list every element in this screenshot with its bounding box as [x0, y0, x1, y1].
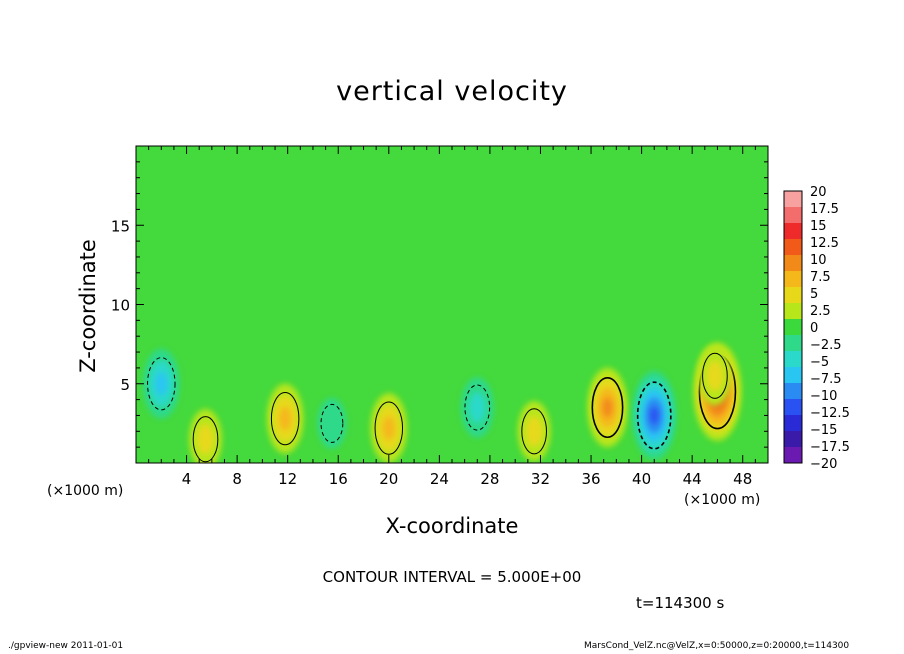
field-feature-10-level-2: [706, 360, 724, 391]
colorbar-label-1: 17.5: [810, 202, 839, 217]
colorbar-cell-4: [784, 255, 802, 271]
contour-line-2: [270, 391, 300, 446]
colorbar-cell-11: [784, 367, 802, 383]
contour-line-1: [147, 357, 176, 411]
x-tick-label-0: 4: [182, 470, 192, 488]
colorbar-label-14: −15: [810, 423, 837, 438]
colorbar-cell-10: [784, 351, 802, 367]
colorbar-label-16: −20: [810, 457, 837, 472]
x-tick-label-8: 36: [581, 470, 600, 488]
colorbar-label-15: −17.5: [810, 440, 850, 455]
colorbar-label-13: −12.5: [810, 406, 850, 421]
x-tick-label-11: 48: [733, 470, 752, 488]
x-tick-label-3: 16: [329, 470, 348, 488]
field-feature-0-level-2: [197, 424, 214, 455]
field-feature-7-level-4: [602, 397, 613, 418]
y-axis-label: Z-coordinate: [76, 239, 100, 373]
colorbar-label-4: 10: [810, 253, 827, 268]
colorbar: 20 17.5 15 12.5 10 7.5 5 2.5 0 −2.5 −5 −7.5 −10 −12.5…: [783, 185, 850, 472]
time-label: t=114300 s: [636, 594, 725, 612]
colorbar-cell-16: [784, 447, 802, 463]
colorbar-cell-14: [784, 415, 802, 431]
contour-interval-label: CONTOUR INTERVAL = 5.000E+00: [0, 568, 904, 586]
colorbar-frame: [783, 190, 803, 464]
contour-line-5: [464, 384, 491, 431]
footer-source: MarsCond_VelZ.nc@VelZ,x=0:50000,z=0:2000…: [584, 641, 850, 651]
colorbar-cell-12: [784, 383, 802, 399]
footer-program-date: ./gpview-new 2011-01-01: [8, 641, 124, 651]
x-tick-label-1: 8: [232, 470, 242, 488]
colorbar-label-11: −7.5: [810, 372, 842, 387]
colorbar-cell-2: [784, 223, 802, 239]
x-unit-label-left: (×1000 m): [47, 483, 124, 499]
field-feature-1-level-3: [155, 372, 168, 396]
colorbar-label-8: 0: [810, 321, 818, 336]
field-feature-4-level-3: [382, 416, 395, 440]
y-tick-label-2: 15: [111, 217, 130, 235]
field-feature-8-level-5: [649, 406, 659, 425]
colorbar-cell-9: [784, 335, 802, 351]
colorbar-cell-8: [784, 319, 802, 335]
x-tick-label-9: 40: [632, 470, 651, 488]
contour-line-10: [702, 352, 728, 399]
x-tick-label-6: 28: [480, 470, 499, 488]
x-tick-label-2: 12: [278, 470, 297, 488]
field-feature-3-level-1: [317, 398, 347, 449]
x-tick-label-4: 20: [379, 470, 398, 488]
colorbar-cell-1: [784, 207, 802, 223]
contour-line-8: [636, 381, 672, 450]
contour-interval-text: CONTOUR INTERVAL = 5.000E+00: [322, 568, 582, 586]
colorbar-cell-6: [784, 287, 802, 303]
field-feature-2-level-3: [279, 406, 292, 431]
contour-line-6: [521, 408, 547, 455]
x-axis-label: X-coordinate: [0, 514, 904, 538]
colorbar-label-5: 7.5: [810, 270, 831, 285]
contour-line-3: [320, 403, 344, 443]
field-feature-5-level-2: [469, 392, 486, 423]
plot-area: [136, 146, 768, 463]
x-axis-label-text: X-coordinate: [385, 514, 519, 538]
colorbar-label-6: 5: [810, 287, 818, 302]
x-unit-label-right: (×1000 m): [684, 492, 761, 508]
colorbar-cell-15: [784, 431, 802, 447]
colorbar-cell-5: [784, 271, 802, 287]
field-feature-6-level-2: [525, 416, 543, 447]
x-tick-label-10: 44: [683, 470, 702, 488]
y-tick-label-0: 5: [120, 376, 130, 394]
colorbar-label-10: −5: [810, 355, 829, 370]
colorbar-cell-3: [784, 239, 802, 255]
x-tick-label-5: 24: [430, 470, 449, 488]
x-tick-label-7: 32: [531, 470, 550, 488]
contour-line-4: [374, 401, 404, 455]
chart-title: vertical velocity: [336, 76, 568, 107]
colorbar-label-9: −2.5: [810, 338, 842, 353]
contour-line-7: [591, 377, 624, 439]
y-tick-label-1: 10: [111, 297, 130, 315]
colorbar-cell-0: [784, 191, 802, 207]
colorbar-cell-7: [784, 303, 802, 319]
colorbar-label-12: −10: [810, 389, 837, 404]
colorbar-cell-13: [784, 399, 802, 415]
colorbar-label-2: 15: [810, 219, 827, 234]
colorbar-label-0: 20: [810, 185, 827, 200]
colorbar-label-7: 2.5: [810, 304, 831, 319]
contour-line-0: [192, 416, 219, 463]
colorbar-label-3: 12.5: [810, 236, 839, 251]
